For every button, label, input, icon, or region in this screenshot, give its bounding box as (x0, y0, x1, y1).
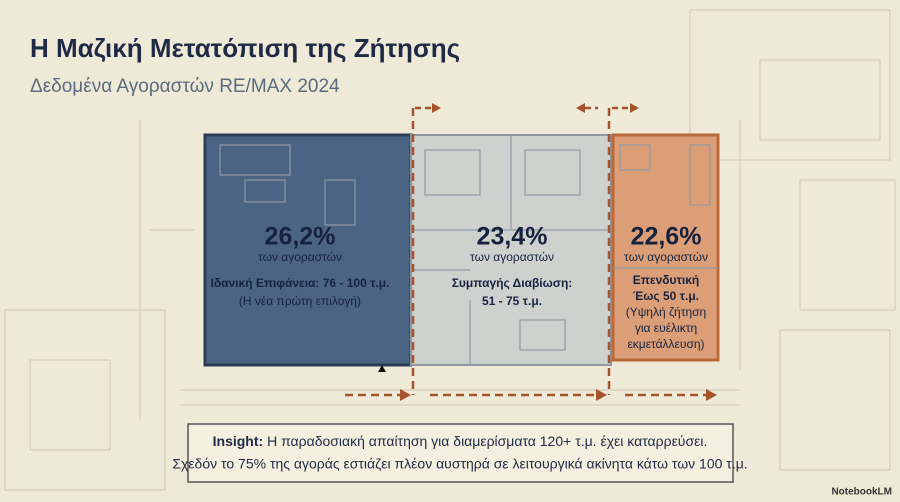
insight-box (187, 423, 734, 483)
zone-line: Ιδανική Επιφάνεια: 76 - 100 τ.μ. (211, 276, 390, 290)
zone-caption: των αγοραστών (258, 250, 342, 264)
insight-label: Insight: (213, 433, 264, 449)
zone-line: (Υψηλή ζήτηση (626, 305, 706, 319)
entrance-marker (378, 365, 386, 372)
floor-plan (219, 135, 718, 365)
watermark: NotebookLM (831, 487, 892, 498)
dividers (345, 103, 717, 401)
insight-line: Σχεδόν το 75% της αγοράς εστιάζει πλέον … (172, 456, 747, 472)
zone-percent: 23,4% (477, 223, 548, 251)
insight-line: Insight: Η παραδοσιακή απαίτηση για διαμ… (213, 433, 708, 449)
title: Η Μαζική Μετατόπιση της Ζήτησης (30, 33, 460, 63)
zone-line: 51 - 75 τ.μ. (482, 294, 542, 308)
zone-small (611, 133, 720, 362)
zone-line: Επενδυτική (633, 273, 700, 287)
background-blueprint (4, 9, 896, 491)
zone-line: για ευέλικτη (635, 321, 697, 335)
zone-line: Έως 50 τ.μ. (633, 289, 699, 303)
zone-line: (Η νέα πρώτη επιλογή) (239, 294, 361, 308)
zone-line: εκμετάλλευση) (627, 337, 704, 351)
insight-text: Η παραδοσιακή απαίτηση για διαμερίσματα … (267, 433, 707, 449)
zone-large (203, 133, 413, 367)
zone-line: Συμπαγής Διαβίωση: (452, 276, 573, 290)
zone-caption: των αγοραστών (624, 250, 708, 264)
subtitle: Δεδομένα Αγοραστών RE/MAX 2024 (30, 76, 340, 97)
zone-percent: 26,2% (265, 223, 336, 251)
zone-percent: 22,6% (631, 223, 702, 251)
zone-caption: των αγοραστών (470, 250, 554, 264)
